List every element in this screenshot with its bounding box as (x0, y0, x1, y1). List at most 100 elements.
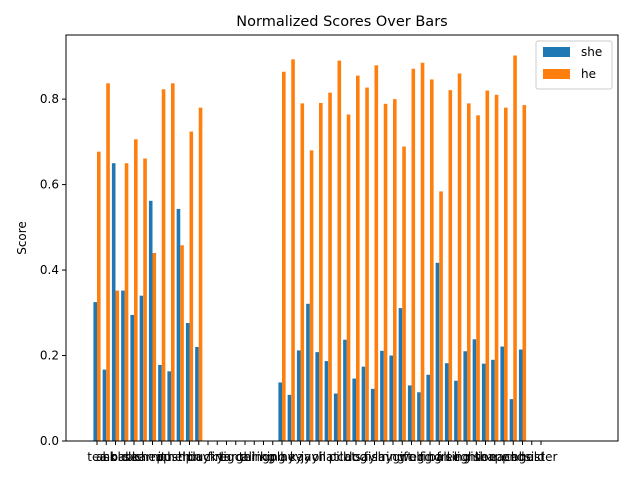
bar-she-40 (463, 351, 467, 441)
y-tick-label: 0.4 (40, 263, 59, 277)
bar-she-39 (454, 380, 458, 441)
x-tick-label: ring (381, 450, 405, 464)
bar-he-43 (494, 94, 499, 441)
bar-she-35 (417, 392, 421, 441)
x-tick-label: bay (188, 450, 210, 464)
bar-he-25 (328, 92, 332, 441)
bar-he-37 (439, 191, 443, 441)
bar-she-20 (278, 382, 282, 441)
x-tick-label: jay (300, 450, 319, 464)
x-tick-label: each (490, 450, 519, 464)
bar-he-28 (356, 75, 360, 441)
bar-he-7 (161, 89, 166, 441)
x-tick-label: hey (280, 450, 302, 464)
bar-she-44 (500, 346, 504, 441)
bar-she-10 (185, 323, 190, 441)
bar-she-42 (481, 363, 486, 441)
x-tick-label: hold (519, 450, 545, 464)
bar-she-7 (158, 364, 162, 441)
bar-he-4 (134, 139, 138, 441)
bar-she-24 (315, 352, 319, 441)
bar-she-1 (102, 369, 107, 441)
x-tick-label: hat (318, 450, 338, 464)
bar-she-26 (333, 393, 338, 441)
bar-he-23 (309, 150, 314, 441)
bar-she-4 (130, 314, 134, 441)
bar-he-38 (448, 90, 453, 441)
bar-he-3 (124, 163, 129, 441)
y-axis-label: Score (15, 221, 29, 255)
x-tick-label: gift (392, 450, 412, 464)
legend: she he (535, 40, 613, 90)
bar-he-8 (171, 83, 175, 441)
bar-he-27 (346, 114, 351, 442)
x-tick-label: large (221, 450, 251, 464)
bar-he-6 (152, 252, 157, 441)
bar-he-21 (291, 59, 295, 442)
y-axis: 0.0 0.2 0.4 0.6 0.8 (40, 92, 66, 448)
x-axis: teaaskholdbackseelearncheapitpushhelpthi… (87, 441, 557, 464)
bar-he-32 (393, 99, 397, 442)
bar-she-22 (296, 350, 301, 441)
bar-he-41 (476, 115, 480, 441)
bar-he-11 (198, 107, 203, 442)
x-tick-label: see (123, 450, 144, 464)
x-tick-label: cat (337, 450, 356, 464)
x-tick-label: push (156, 450, 185, 464)
bar-she-43 (491, 359, 495, 441)
x-tick-label: play (269, 450, 294, 464)
x-tick-label: tea (87, 450, 106, 464)
x-tick-label: learn (128, 450, 158, 464)
x-tick-label: ask (96, 450, 117, 464)
bar-he-30 (374, 65, 379, 441)
bar-she-46 (518, 349, 523, 441)
bar-he-42 (485, 90, 490, 441)
bar-she-8 (167, 371, 171, 441)
bar-he-35 (420, 62, 425, 441)
bar-she-21 (287, 394, 292, 441)
legend-label-she: she (581, 45, 602, 59)
bar-he-36 (430, 79, 434, 441)
bar-he-5 (143, 158, 147, 441)
bar-she-25 (324, 361, 329, 441)
x-tick-label: king (260, 450, 286, 464)
bar-she-38 (444, 363, 449, 441)
x-tick-label: fish (364, 450, 385, 464)
bar-she-0 (93, 302, 97, 441)
bar-she-11 (195, 346, 199, 441)
x-tick-label: free (437, 450, 461, 464)
bar-he-0 (97, 151, 101, 442)
x-tick-label: lay (375, 450, 393, 464)
x-tick-label: age (511, 450, 533, 464)
x-tick-label: lion (475, 450, 497, 464)
bar-he-10 (189, 131, 194, 441)
bar-she-29 (361, 366, 366, 441)
bar-he-31 (383, 103, 388, 441)
bar-she-31 (380, 350, 384, 441)
x-tick-label: ring (418, 450, 442, 464)
x-tick-label: fire (207, 450, 227, 464)
x-tick-label: kay (290, 450, 311, 464)
bar-she-3 (121, 290, 125, 441)
bar-he-40 (467, 103, 471, 441)
y-tick-label: 0.8 (40, 92, 59, 106)
x-tick-label: wolf (399, 450, 424, 464)
bar-she-36 (426, 374, 430, 441)
legend-swatch-she (543, 47, 570, 57)
bar-she-41 (472, 339, 477, 441)
legend-swatch-he (543, 69, 570, 79)
x-tick-label: happ (480, 450, 510, 464)
bar-he-1 (106, 83, 110, 441)
y-tick-label: 0.6 (40, 178, 59, 192)
bar-he-24 (319, 102, 323, 441)
bar-he-20 (282, 71, 286, 441)
bar-he-45 (513, 55, 517, 441)
bar-he-29 (365, 87, 369, 441)
bar-she-32 (389, 355, 393, 441)
x-tick-label: help (167, 450, 193, 464)
x-tick-label: sing (445, 450, 470, 464)
bar-she-37 (435, 262, 440, 441)
bar-he-44 (504, 107, 508, 442)
x-tick-label: call (235, 450, 256, 464)
